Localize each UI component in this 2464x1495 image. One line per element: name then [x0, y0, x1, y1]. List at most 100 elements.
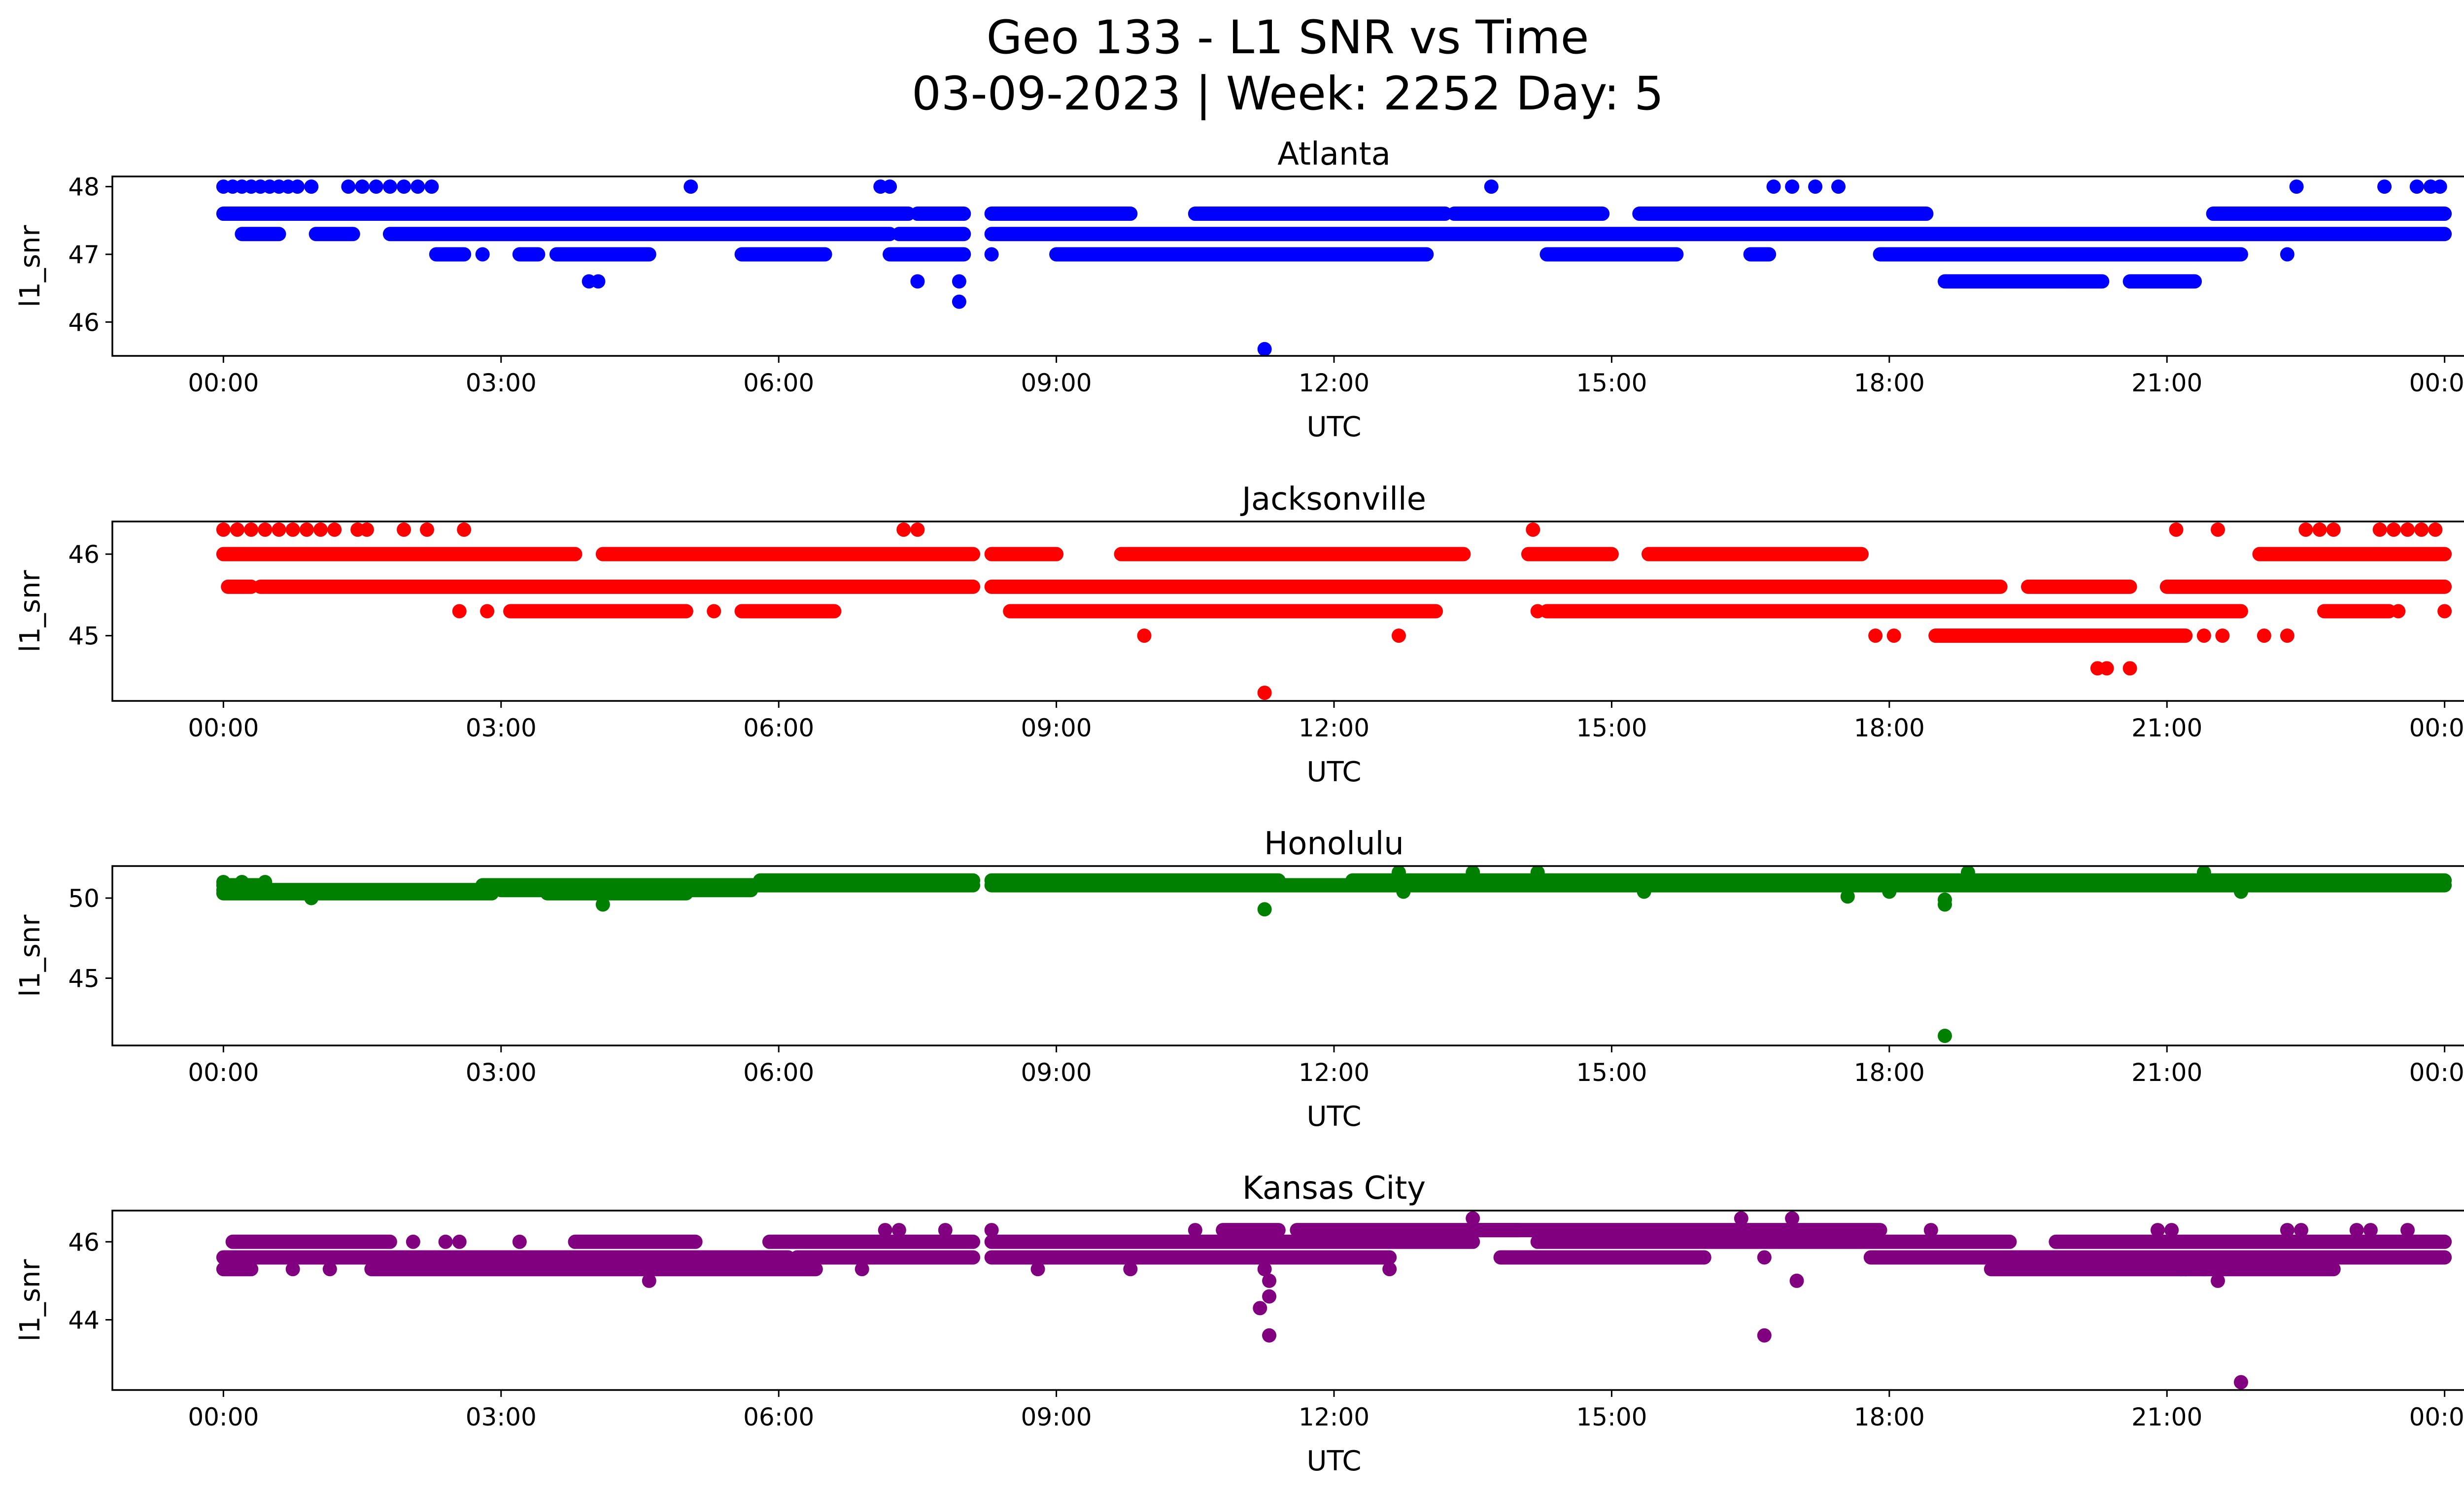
data-point — [1840, 889, 1855, 904]
data-point — [591, 274, 606, 289]
x-tick-label: 03:00 — [466, 369, 537, 397]
x-tick-label: 21:00 — [2131, 1058, 2202, 1087]
data-point — [258, 875, 273, 889]
panel-kansas-city: Kansas City UTC l1_snr 00:00 03:00 06:00 09:00… — [14, 1170, 2464, 1477]
data-point — [1137, 628, 1152, 643]
x-tick-label: 15:00 — [1576, 1058, 1647, 1087]
panel-atlanta: Atlanta UTC l1_snr 00:00 03:00 06:00 09:00 12:0… — [14, 136, 2464, 443]
y-tick-label: 44 — [68, 1306, 100, 1335]
data-point — [1785, 179, 1800, 194]
panel-title: Jacksonville — [1240, 481, 1426, 518]
panel-title: Kansas City — [1242, 1170, 1426, 1207]
data-point — [457, 522, 472, 537]
data-point — [2196, 866, 2211, 880]
data-point — [1391, 628, 1406, 643]
x-tick-label: 18:00 — [1854, 1403, 1925, 1431]
data-point — [2280, 628, 2294, 643]
data-point — [2363, 1223, 2378, 1238]
panel-title: Honolulu — [1264, 826, 1404, 862]
x-axis-label: UTC — [1306, 1445, 1361, 1477]
x-tick-label: 15:00 — [1576, 714, 1647, 742]
data-point — [1766, 179, 1781, 194]
y-tick-label: 47 — [68, 241, 100, 269]
data-point — [642, 1273, 656, 1288]
data-point — [1757, 1328, 1772, 1343]
data-points — [216, 179, 2452, 356]
data-point — [304, 891, 319, 905]
data-point — [2169, 522, 2184, 537]
data-point — [1789, 1273, 1804, 1288]
data-point — [230, 522, 245, 537]
data-point — [2164, 1223, 2179, 1238]
data-point — [1923, 1223, 1938, 1238]
data-point — [2400, 1223, 2415, 1238]
y-axis-label: l1_snr — [14, 1259, 46, 1342]
x-tick-label: 09:00 — [1021, 1058, 1092, 1087]
data-point — [1188, 1223, 1202, 1238]
data-point — [1530, 604, 1545, 619]
data-point — [216, 875, 231, 889]
data-point — [984, 247, 999, 262]
data-point — [707, 604, 721, 619]
data-point — [2414, 522, 2429, 537]
data-point — [359, 522, 374, 537]
x-tick-label: 03:00 — [466, 1058, 537, 1087]
data-point — [424, 179, 439, 194]
data-point — [855, 1262, 869, 1277]
data-points — [216, 866, 2452, 1043]
data-point — [2280, 1223, 2294, 1238]
data-point — [1257, 1262, 1272, 1277]
data-point — [1257, 902, 1272, 917]
x-tick-label: 00:00 — [188, 369, 259, 397]
data-point — [1938, 1029, 1952, 1043]
data-point — [1484, 179, 1499, 194]
x-tick-label: 06:00 — [743, 1403, 814, 1431]
data-point — [2298, 522, 2313, 537]
panel-honolulu: Honolulu UTC l1_snr 00:00 03:00 06:00 09:00 12:… — [14, 826, 2464, 1133]
data-point — [938, 1223, 953, 1238]
data-point — [2211, 522, 2225, 537]
data-point — [452, 604, 467, 619]
data-point — [1785, 1211, 1800, 1226]
x-tick-label: 00:00 — [188, 714, 259, 742]
data-point — [258, 522, 273, 537]
data-point — [1382, 1262, 1397, 1277]
x-axis-label: UTC — [1306, 411, 1361, 443]
data-point — [235, 875, 249, 889]
data-point — [244, 522, 259, 537]
data-point — [952, 274, 966, 289]
x-tick-label: 15:00 — [1576, 369, 1647, 397]
data-points — [216, 522, 2452, 700]
x-tick-label: 12:00 — [1299, 369, 1369, 397]
data-point — [684, 179, 698, 194]
x-tick-label: 06:00 — [743, 369, 814, 397]
data-points — [216, 1211, 2452, 1390]
x-tick-label: 21:00 — [2131, 1403, 2202, 1431]
data-point — [397, 179, 411, 194]
data-point — [327, 522, 342, 537]
data-point — [2211, 1273, 2225, 1288]
y-tick-label: 45 — [68, 622, 100, 651]
data-point — [512, 1234, 527, 1249]
data-point — [1757, 1250, 1772, 1265]
data-point — [1391, 866, 1406, 880]
data-point — [2257, 628, 2271, 643]
data-point — [1868, 628, 1883, 643]
data-point — [355, 179, 370, 194]
data-point — [382, 179, 397, 194]
data-point — [1960, 866, 1975, 880]
y-tick-label: 46 — [68, 540, 100, 569]
subplot-panels: Atlanta UTC l1_snr 00:00 03:00 06:00 09:00 12:0… — [14, 136, 2464, 1477]
data-point — [1938, 897, 1952, 912]
data-point — [2391, 604, 2406, 619]
x-tick-label: 09:00 — [1021, 369, 1092, 397]
x-tick-label: 03:00 — [466, 714, 537, 742]
data-point — [1257, 342, 1272, 356]
data-point — [2386, 522, 2401, 537]
y-axis-label: l1_snr — [14, 225, 46, 308]
y-tick-label: 50 — [68, 884, 100, 913]
data-point — [2099, 661, 2114, 676]
data-point — [1530, 866, 1545, 880]
data-point — [1253, 1301, 1267, 1316]
